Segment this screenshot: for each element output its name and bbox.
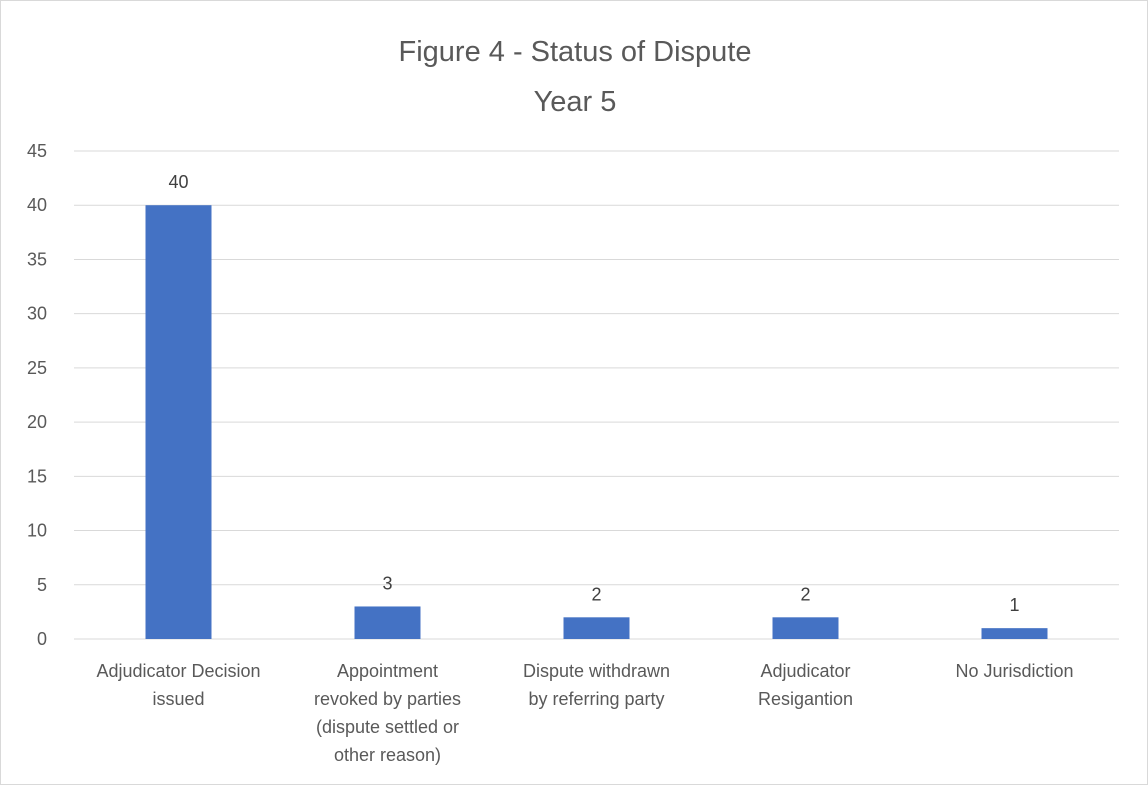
y-tick-label: 5 xyxy=(37,575,47,595)
bar xyxy=(981,628,1048,639)
y-tick-label: 20 xyxy=(27,412,47,432)
data-label: 1 xyxy=(1009,595,1019,615)
bar xyxy=(354,606,421,639)
category-label: Adjudicator Decision issued xyxy=(96,661,260,709)
bar xyxy=(145,205,212,639)
category-label-line: (dispute settled or xyxy=(316,717,459,737)
y-tick-label: 10 xyxy=(27,521,47,541)
category-label-line: Appointment xyxy=(337,661,438,681)
y-tick-label: 0 xyxy=(37,629,47,649)
data-label: 2 xyxy=(591,584,601,604)
chart-subtitle: Year 5 xyxy=(534,86,617,118)
category-label-line: other reason) xyxy=(334,745,441,765)
chart-title: Figure 4 - Status of Dispute xyxy=(399,36,752,68)
bar xyxy=(772,617,839,639)
category-label-line: Resigantion xyxy=(758,689,853,709)
y-tick-label: 25 xyxy=(27,358,47,378)
category-label: Appointment revoked by parties (dispute se… xyxy=(314,661,461,765)
category-label-line: revoked by parties xyxy=(314,689,461,709)
category-label: Adjudicator Resigantion xyxy=(758,661,853,709)
y-tick-label: 40 xyxy=(27,195,47,215)
bar xyxy=(563,617,630,639)
data-label: 2 xyxy=(800,584,810,604)
category-label-line: No Jurisdiction xyxy=(955,661,1073,681)
category-label: No Jurisdiction xyxy=(955,661,1073,681)
y-tick-label: 15 xyxy=(27,466,47,486)
y-tick-label: 30 xyxy=(27,304,47,324)
y-tick-label: 35 xyxy=(27,249,47,269)
category-label-line: Adjudicator Decision xyxy=(96,661,260,681)
category-label-line: by referring party xyxy=(528,689,664,709)
category-label: Dispute withdrawn by referring party xyxy=(523,661,670,709)
y-tick-label: 45 xyxy=(27,141,47,161)
category-label-line: Adjudicator xyxy=(760,661,850,681)
data-label: 40 xyxy=(168,172,188,192)
data-label: 3 xyxy=(382,573,392,593)
category-label-line: Dispute withdrawn xyxy=(523,661,670,681)
category-label-line: issued xyxy=(152,689,204,709)
